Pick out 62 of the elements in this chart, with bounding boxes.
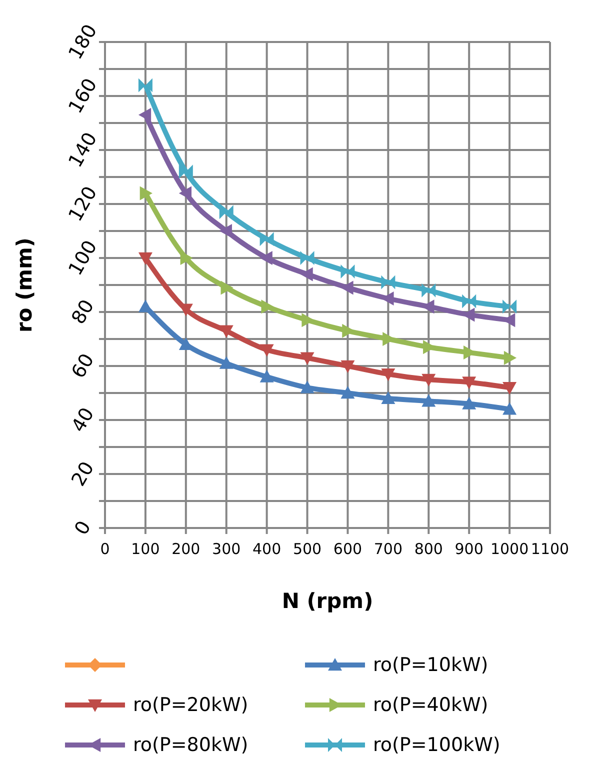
point (219, 205, 234, 220)
point (302, 313, 314, 328)
y-tick-label: 60 (67, 350, 99, 382)
y-tick-label: 40 (67, 404, 99, 436)
point (300, 352, 314, 365)
point (381, 368, 396, 382)
point (422, 394, 436, 407)
point (381, 292, 394, 306)
point (138, 108, 152, 122)
point (381, 275, 396, 290)
point (504, 350, 517, 365)
point (422, 374, 436, 386)
point (381, 391, 396, 404)
point (462, 376, 476, 390)
point (300, 380, 314, 394)
point (260, 251, 272, 265)
point (260, 370, 274, 382)
point (502, 382, 517, 395)
point (340, 280, 354, 295)
point (502, 402, 517, 415)
x-tick-label: 1100 (530, 540, 570, 558)
y-tick-label: 80 (67, 296, 99, 328)
point (219, 325, 234, 338)
point (138, 78, 152, 92)
x-tick-label: 300 (212, 540, 241, 558)
point (220, 280, 234, 295)
x-tick-label: 500 (292, 540, 322, 558)
x-tick-label: 600 (333, 540, 362, 558)
x-tick-label: 100 (131, 540, 160, 558)
point (462, 294, 476, 308)
point (502, 300, 517, 314)
legend-label: ro(P=100kW) (373, 734, 500, 756)
point (260, 344, 274, 357)
x-tick-label: 700 (374, 540, 402, 558)
x-axis-title: N (rpm) (282, 589, 374, 613)
legend-label: ro(P=10kW) (373, 654, 488, 676)
legend-label: ro(P=20kW) (133, 694, 248, 716)
legend-label: ro(P=40kW) (373, 694, 488, 716)
y-axis-title: ro (mm) (12, 237, 36, 333)
x-tick-label: 800 (414, 540, 443, 558)
point (140, 186, 152, 200)
y-tick-label: 20 (67, 458, 99, 490)
point (138, 252, 152, 265)
legend-label: ro(P=80kW) (133, 734, 248, 756)
point (462, 396, 476, 410)
point (219, 224, 232, 238)
point (340, 360, 355, 373)
point (138, 300, 152, 312)
point (300, 251, 314, 265)
point (422, 283, 436, 298)
point (260, 232, 274, 246)
x-tick-label: 1000 (490, 540, 529, 558)
x-tick-label: 900 (454, 540, 484, 558)
point (340, 386, 355, 399)
point (261, 300, 274, 314)
y-tick-label: 0 (70, 517, 96, 539)
point (219, 356, 234, 369)
point (300, 267, 313, 282)
x-tick-label: 400 (252, 540, 282, 558)
point (178, 164, 193, 179)
x-tick-label: 200 (172, 540, 200, 558)
point (340, 264, 355, 278)
